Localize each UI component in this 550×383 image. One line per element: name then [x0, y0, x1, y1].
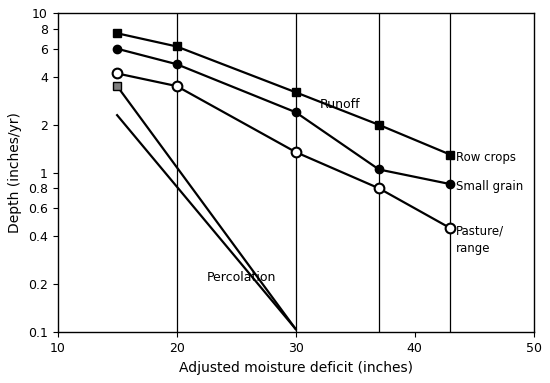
Text: Percolation: Percolation: [206, 271, 276, 284]
Y-axis label: Depth (inches/yr): Depth (inches/yr): [8, 113, 23, 233]
Text: Pasture/
range: Pasture/ range: [456, 225, 504, 255]
Text: Row crops: Row crops: [456, 151, 516, 164]
Text: Small grain: Small grain: [456, 180, 524, 193]
Text: Runoff: Runoff: [320, 98, 360, 111]
X-axis label: Adjusted moisture deficit (inches): Adjusted moisture deficit (inches): [179, 361, 412, 375]
